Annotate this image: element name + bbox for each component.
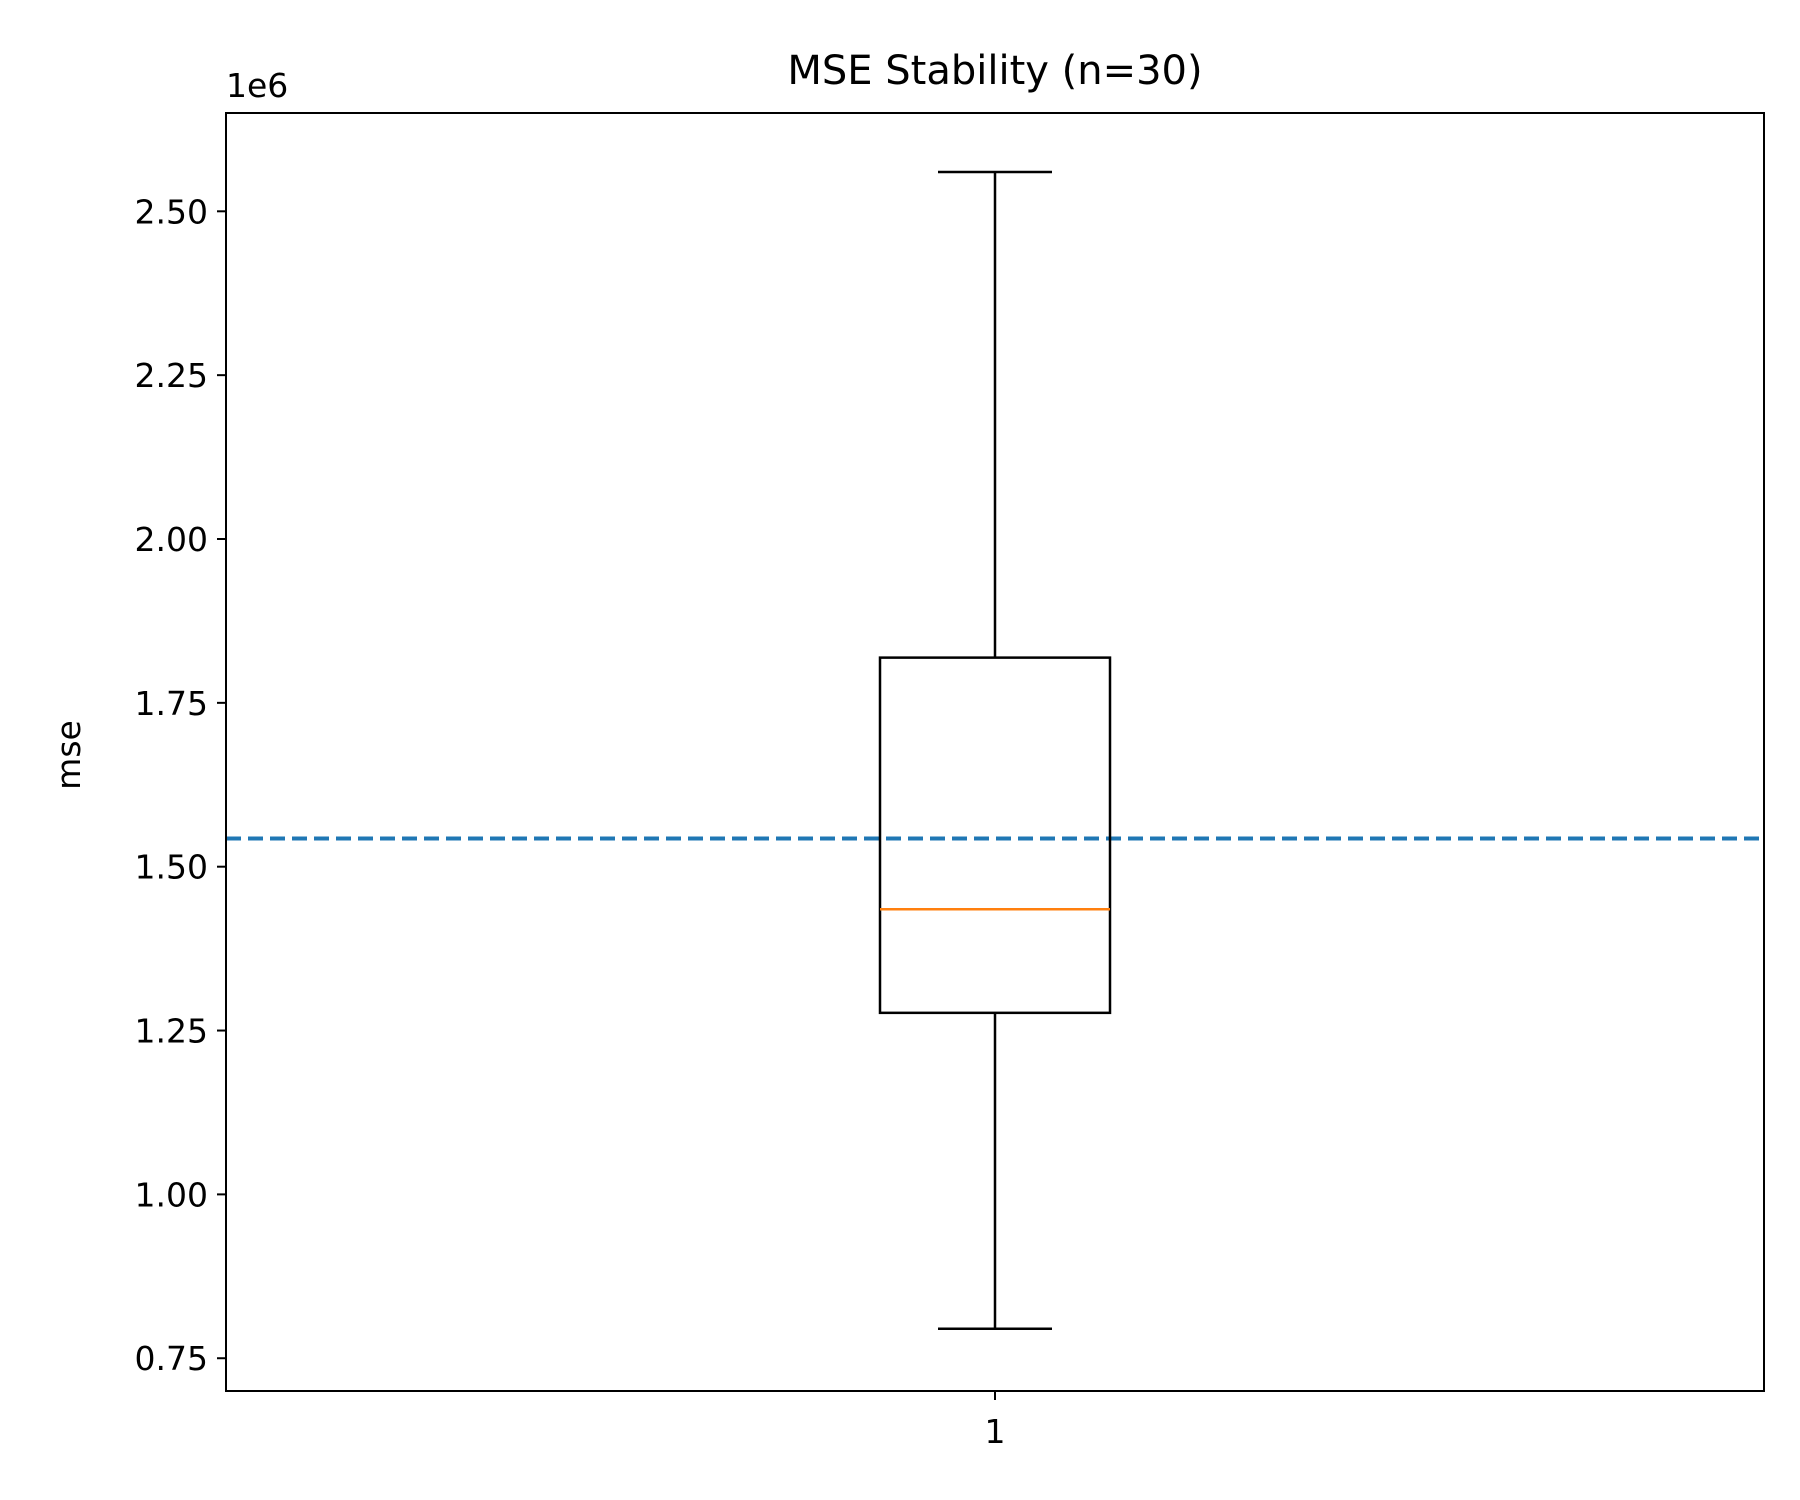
iqr-box [878,656,1112,1015]
y-axis-label: mse [49,720,88,790]
y-tick-label: 2.50 [135,192,208,231]
y-tick-label: 1.75 [135,684,208,723]
y-tick-label: 2.00 [135,520,208,559]
y-axis: 0.75 1.00 1.25 1.50 1.75 2.00 2.25 2.50 [135,192,226,1378]
y-tick-label: 2.25 [135,356,208,395]
y-tick-label: 1.25 [135,1012,208,1051]
y-tick-label: 0.75 [135,1339,208,1378]
y-offset-label: 1e6 [226,66,288,105]
plot-marks [226,170,1764,1330]
y-tick-label: 1.00 [135,1175,208,1214]
chart-title: MSE Stability (n=30) [787,48,1202,94]
x-tick-label: 1 [985,1412,1006,1451]
y-tick-label: 1.50 [135,848,208,887]
x-axis: 1 [985,1391,1006,1451]
